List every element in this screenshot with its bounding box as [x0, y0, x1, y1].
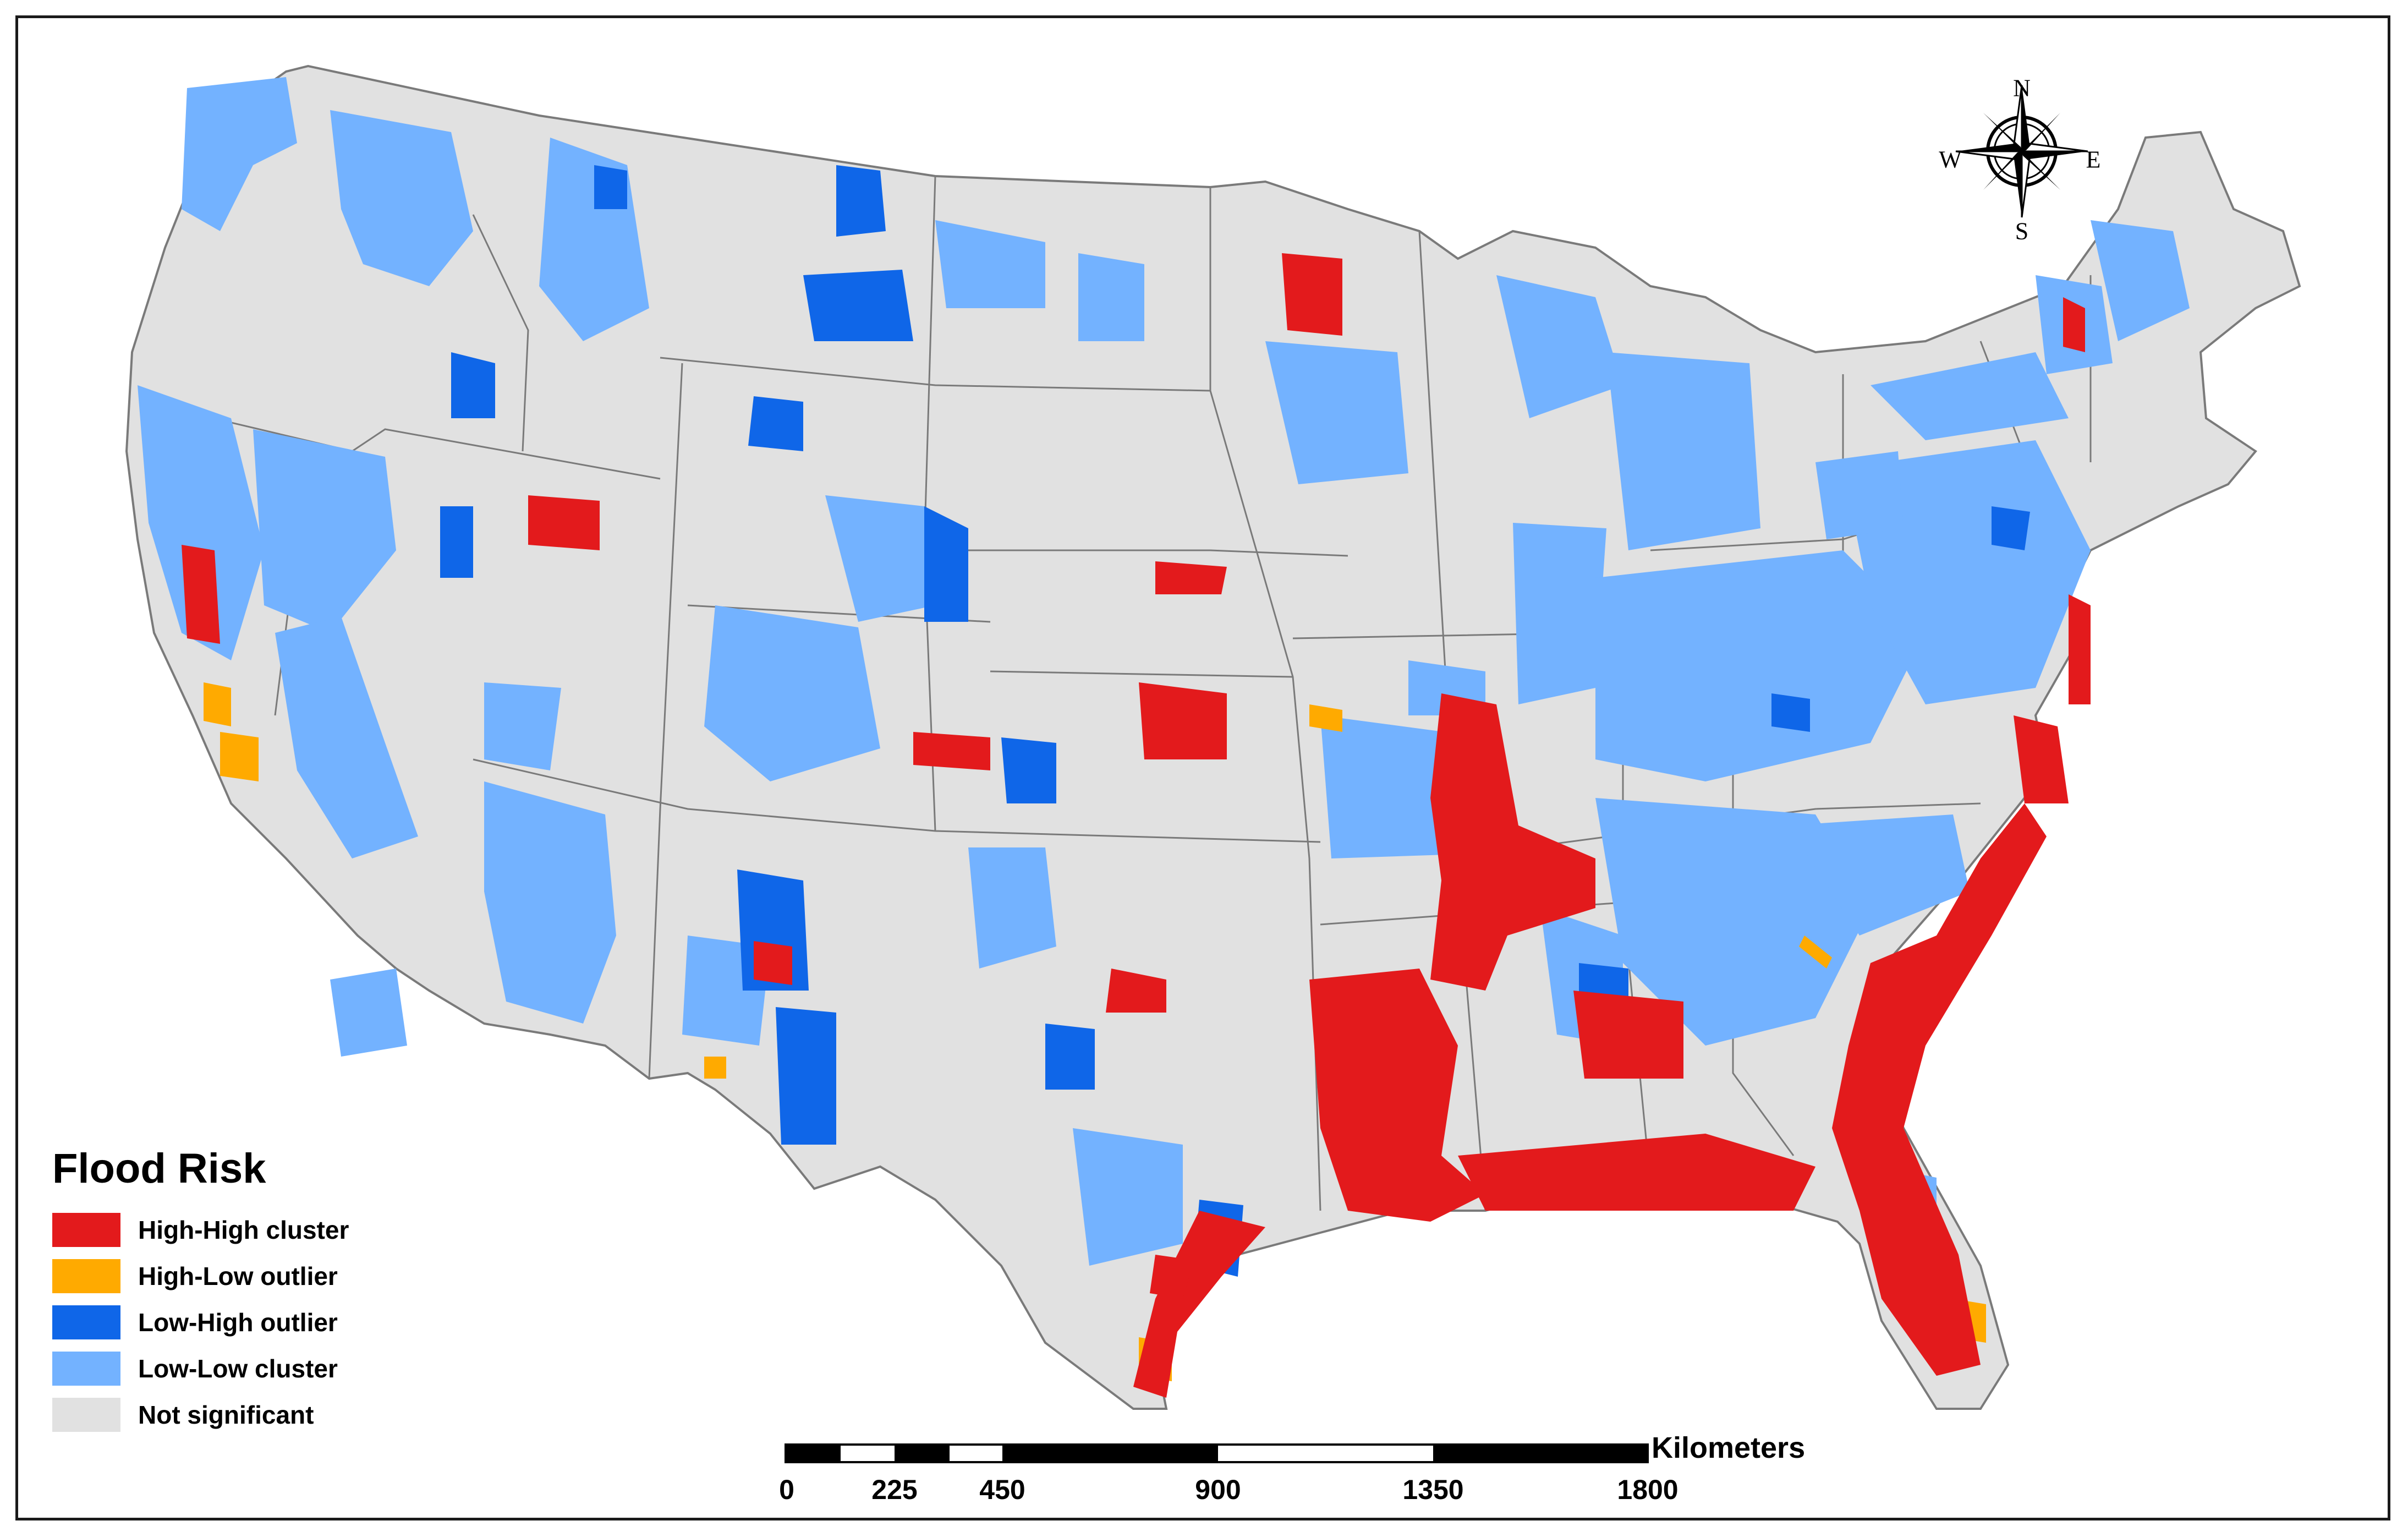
- high-high-clusters: [182, 253, 2091, 1398]
- scale-tick-label: 900: [1195, 1474, 1241, 1505]
- scale-bar: [785, 1443, 1649, 1463]
- legend: Flood Risk High-High cluster High-Low ou…: [52, 1145, 448, 1438]
- legend-label-high-low: High-Low outlier: [138, 1262, 338, 1290]
- scale-tick-label: 0: [779, 1474, 794, 1505]
- compass-rose: [1955, 85, 2088, 218]
- scale-tick-label: 225: [871, 1474, 918, 1505]
- legend-label-not-significant: Not significant: [138, 1401, 314, 1429]
- low-high-outliers: [440, 165, 2030, 1277]
- legend-label-low-high: Low-High outlier: [138, 1308, 338, 1337]
- legend-swatch-high-low: [52, 1259, 120, 1293]
- legend-swatch-low-high: [52, 1305, 120, 1339]
- low-low-clusters: [138, 77, 2190, 1288]
- legend-title: Flood Risk: [52, 1145, 266, 1192]
- scale-tick-label: 1800: [1617, 1474, 1679, 1505]
- legend-item-low-low: Low-Low cluster: [52, 1345, 448, 1392]
- legend-item-high-high: High-High cluster: [52, 1207, 448, 1253]
- compass-east-label: E: [2086, 146, 2101, 173]
- legend-item-not-significant: Not significant: [52, 1392, 448, 1438]
- legend-swatch-low-low: [52, 1352, 120, 1386]
- scale-tick-label: 450: [979, 1474, 1025, 1505]
- compass-north-label: N: [2013, 74, 2031, 102]
- legend-label-high-high: High-High cluster: [138, 1216, 349, 1244]
- scale-unit-label: Kilometers: [1652, 1431, 1806, 1464]
- legend-swatch-high-high: [52, 1213, 120, 1247]
- legend-item-high-low: High-Low outlier: [52, 1253, 448, 1299]
- scale-tick-label: 1350: [1402, 1474, 1464, 1505]
- legend-label-low-low: Low-Low cluster: [138, 1354, 338, 1383]
- compass-west-label: W: [1939, 146, 1962, 173]
- compass-south-label: S: [2015, 217, 2029, 245]
- legend-item-low-high: Low-High outlier: [52, 1299, 448, 1345]
- legend-swatch-not-significant: [52, 1398, 120, 1432]
